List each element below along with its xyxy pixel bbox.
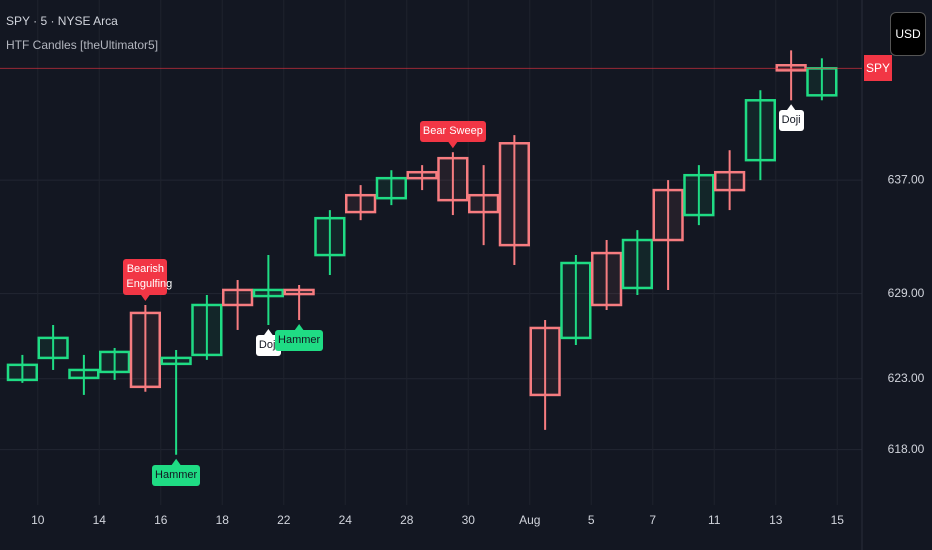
candle-body	[406, 170, 438, 180]
currency-button[interactable]: USD	[890, 12, 926, 56]
candle-body	[191, 303, 223, 357]
candle-body	[437, 156, 469, 202]
pattern-label: Bearish Engulfing	[123, 258, 172, 295]
label-pointer	[140, 293, 151, 301]
x-tick-label: Aug	[519, 513, 540, 527]
candle-body	[37, 336, 69, 360]
candle-body	[744, 99, 776, 162]
y-tick-label: 623.00	[888, 371, 925, 385]
x-tick-label: 28	[400, 513, 414, 527]
pattern-label: Doji	[778, 110, 804, 132]
price-badge: SPY	[864, 55, 892, 81]
label-pointer	[294, 324, 305, 332]
x-tick-label: 5	[588, 513, 595, 527]
candle-body	[621, 238, 653, 290]
candle-body	[714, 170, 746, 192]
x-tick-label: 24	[339, 513, 353, 527]
pattern-label: Hammer	[152, 464, 201, 486]
x-tick-label: 30	[462, 513, 476, 527]
symbol-title: SPY · 5 · NYSE Arca	[6, 14, 118, 28]
candle-body	[283, 288, 315, 296]
candle-body	[806, 67, 838, 97]
label-pointer	[447, 141, 458, 149]
pattern-label: Bear Sweep	[419, 121, 486, 143]
candle-body	[252, 288, 284, 298]
x-tick-label: 13	[769, 513, 783, 527]
x-tick-label: 22	[277, 513, 291, 527]
x-tick-label: 7	[649, 513, 656, 527]
indicator-name: HTF Candles [theUltimator5]	[6, 38, 159, 52]
candle-body	[529, 326, 561, 397]
candle-body	[775, 64, 807, 72]
candle-body	[222, 288, 254, 307]
y-tick-label: 637.00	[888, 172, 925, 186]
x-tick-label: 18	[216, 513, 230, 527]
x-tick-label: 11	[708, 513, 721, 527]
candle-body	[129, 311, 161, 389]
label-pointer	[263, 328, 274, 336]
x-tick-label: 14	[93, 513, 107, 527]
candle-body	[314, 216, 346, 257]
candle-body	[68, 368, 100, 380]
x-tick-label: 15	[831, 513, 845, 527]
candle-body	[160, 356, 192, 366]
y-tick-label: 629.00	[888, 286, 925, 300]
pattern-label: Hammer	[275, 330, 324, 352]
candle-body	[6, 363, 38, 382]
x-tick-label: 16	[154, 513, 168, 527]
candle-body	[375, 176, 407, 200]
candle-body	[99, 350, 131, 374]
candle-body	[498, 142, 530, 247]
x-tick-label: 10	[31, 513, 45, 527]
y-tick-label: 618.00	[888, 442, 925, 456]
label-pointer	[786, 104, 797, 112]
candle-body	[468, 193, 500, 214]
candle-body	[652, 188, 684, 242]
candle-body	[345, 193, 377, 214]
candle-body	[683, 173, 715, 217]
candle-body	[560, 261, 592, 340]
candle-body	[591, 251, 623, 307]
label-pointer	[171, 458, 182, 466]
pattern-label: Doji	[255, 334, 281, 356]
